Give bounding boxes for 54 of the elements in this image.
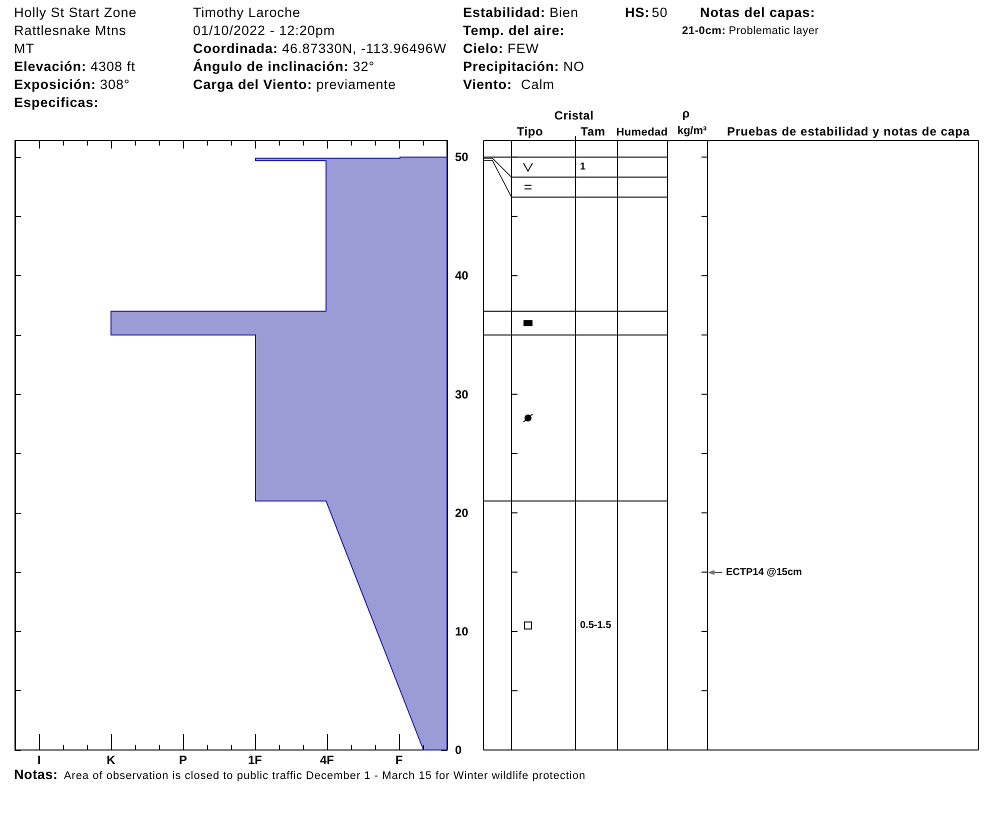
text: Calm [521,77,555,92]
text: Especificas: [14,95,99,110]
text: Cielo: [463,41,504,56]
text: F [395,753,403,767]
text: Temp. del aire: [463,23,565,38]
text: Tam [580,124,606,138]
text: P [178,753,188,767]
text: Bien [550,5,579,20]
y-tick-label: 0 [455,743,462,757]
text: I [37,753,41,767]
text: Holly St Start Zone [14,5,137,20]
text: 1 [580,162,586,173]
text: Elevación: [14,59,87,74]
y-tick-label: 10 [455,624,469,638]
text: Cristal [554,108,594,122]
text: 4F [320,753,334,767]
text: 0.5-1.5 [580,620,612,631]
y-tick-label: 50 [455,150,469,164]
text: 46.87330N, -113.96496W [282,41,447,56]
text: 1F [248,753,262,767]
text: 4308 ft [90,59,136,74]
text: ECTP14 @15cm [726,567,802,578]
text: MT [14,41,34,56]
text: Estabilidad: [463,5,546,20]
text: Carga del Viento: [193,77,312,92]
text: Pruebas de estabilidad y notas de capa [727,124,970,138]
y-tick-label: 40 [455,268,469,283]
text: Precipitación: [463,59,560,74]
text: 308° [100,77,130,92]
y-tick-label: 20 [455,506,469,520]
text: Coordinada: [193,41,278,56]
text: Notas: [14,767,58,782]
text: previamente [316,77,396,92]
text: 32° [352,59,375,74]
text: HS: [625,5,650,20]
text: NO [563,59,585,74]
text: ρ [682,106,690,120]
text: Viento: [463,77,512,92]
text: K [106,753,116,767]
text: Humedad [616,126,668,138]
text: Problematic layer [728,25,819,37]
text: Ángulo de inclinación: [193,59,349,74]
y-tick-label: 30 [455,387,469,402]
text: Rattlesnake Mtns [14,23,126,38]
text: Notas del capas: [700,5,816,20]
text: FEW [508,41,540,56]
text: kg/m³ [677,125,707,137]
text: Timothy Laroche [193,5,301,20]
text: 21-0cm: [682,25,726,37]
text: Area of observation is closed to public traffic December 1 - March 15 for Winter wildlife protection [64,770,586,782]
text: 01/10/2022 - 12:20pm [193,23,336,38]
text: 50 [652,5,668,20]
text: Exposición: [14,77,96,92]
text: Tipo [516,124,544,138]
